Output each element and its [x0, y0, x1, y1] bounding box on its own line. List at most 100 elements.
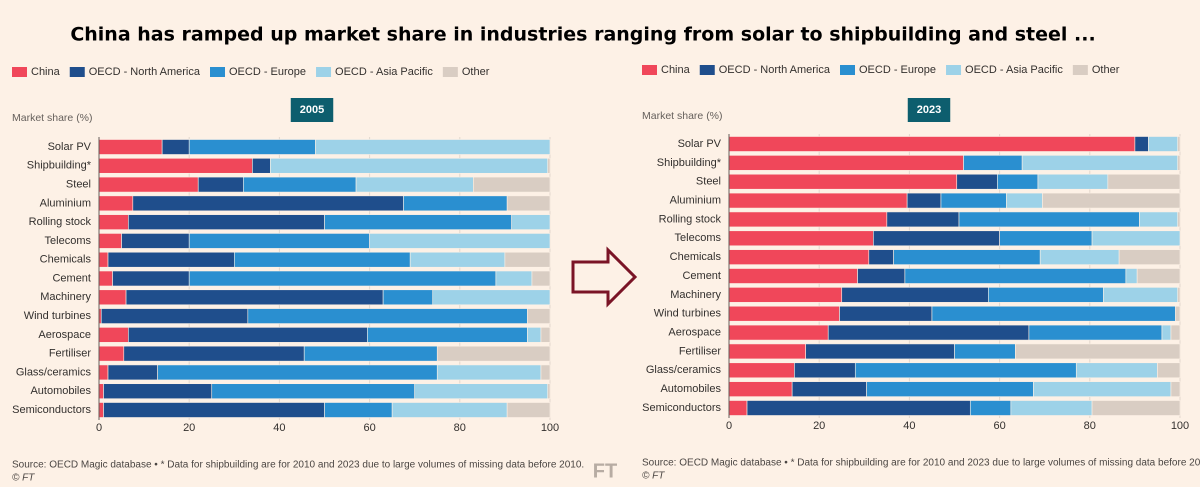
category-label: Wind turbines — [24, 310, 92, 322]
bar-segment — [1170, 381, 1181, 397]
category-label: Steel — [66, 178, 91, 190]
category-label: Aerospace — [38, 329, 91, 341]
bar-segment — [728, 155, 964, 171]
category-label: Semiconductors — [12, 404, 91, 416]
bar-segment — [112, 270, 190, 287]
bar-segment — [958, 211, 1140, 228]
bar-segment — [98, 289, 127, 306]
bar-segment — [157, 364, 438, 381]
category-label: Glass/ceramics — [646, 364, 722, 376]
bar-segment — [839, 305, 933, 322]
bar-segment — [531, 270, 551, 287]
bar-segment — [128, 214, 325, 230]
bar-segment — [161, 139, 190, 155]
bar-segment — [98, 383, 104, 400]
category-label: Telecoms — [675, 232, 722, 244]
bar-segment — [506, 195, 551, 212]
legend-label: Other — [1092, 64, 1120, 76]
bar-segment — [382, 289, 434, 306]
bar-segment — [403, 195, 508, 212]
legend-label: OECD - Asia Pacific — [965, 64, 1063, 76]
bar-segment — [128, 327, 368, 343]
bar-segment — [1177, 155, 1181, 171]
x-tick-label: 40 — [903, 420, 915, 432]
category-label: Rolling stock — [659, 213, 722, 225]
bar-segment — [1177, 287, 1181, 303]
category-label: Fertiliser — [679, 345, 722, 357]
bar-segment — [1157, 362, 1181, 379]
bar-segment — [98, 139, 163, 155]
bar-segment — [243, 176, 357, 193]
bar-segment — [728, 268, 858, 284]
bar-segment — [805, 343, 955, 360]
bar-segment — [1125, 268, 1138, 284]
bar-segment — [988, 287, 1104, 303]
category-label: Automobiles — [30, 385, 91, 397]
bar-segment — [188, 139, 316, 155]
bar-segment — [432, 289, 551, 306]
x-tick-label: 60 — [993, 420, 1005, 432]
bar-segment — [997, 173, 1039, 190]
x-tick-label: 80 — [454, 422, 466, 434]
bar-segment — [234, 251, 411, 268]
bar-segment — [841, 287, 989, 303]
bar-segment — [107, 364, 158, 381]
category-label: Machinery — [670, 289, 721, 301]
year-label: 2023 — [917, 104, 941, 116]
bar-segment — [132, 195, 404, 212]
category-label: Machinery — [40, 291, 91, 303]
bar-segment — [728, 230, 874, 247]
bar-segment — [125, 289, 384, 306]
bar-segment — [98, 195, 134, 212]
category-label: Glass/ceramics — [16, 366, 92, 378]
bar-segment — [728, 400, 748, 416]
category-label: Wind turbines — [654, 308, 722, 320]
category-label: Aluminium — [40, 197, 91, 209]
bar-segment — [1170, 324, 1181, 341]
category-label: Shipbuilding* — [657, 157, 722, 169]
bar-segment — [547, 383, 551, 400]
bar-segment — [527, 308, 551, 324]
bar-segment — [746, 400, 971, 416]
x-tick-label: 100 — [541, 422, 559, 434]
category-label: Chemicals — [40, 254, 92, 266]
bar-segment — [211, 383, 415, 400]
category-label: Cement — [682, 270, 721, 282]
category-label: Shipbuilding* — [27, 160, 92, 172]
bar-segment — [98, 233, 122, 249]
bar-segment — [547, 157, 551, 174]
legend-label: OECD - North America — [89, 66, 201, 78]
legend-swatch — [840, 65, 855, 75]
bar-segment — [886, 211, 960, 228]
legend-swatch — [699, 65, 715, 75]
bar-segment — [1028, 324, 1163, 341]
bar-segment — [954, 343, 1016, 360]
bar-segment — [506, 402, 551, 418]
bar-segment — [728, 192, 908, 209]
category-label: Automobiles — [660, 383, 721, 395]
bar-segment — [315, 139, 551, 155]
bar-segment — [1042, 192, 1181, 209]
legend-swatch — [316, 67, 332, 77]
category-label: Cement — [52, 272, 91, 284]
bar-segment — [107, 251, 235, 268]
bar-segment — [98, 345, 125, 362]
bar-segment — [728, 249, 870, 265]
bar-segment — [1039, 249, 1120, 265]
bar-segment — [728, 362, 795, 379]
bar-segment — [436, 345, 551, 362]
bar-segment — [98, 327, 129, 343]
legend-label: China — [31, 66, 61, 78]
x-tick-label: 20 — [183, 422, 195, 434]
x-tick-label: 80 — [1084, 420, 1096, 432]
legend-label: China — [661, 64, 691, 76]
bar-segment — [188, 233, 370, 249]
bar-segment — [999, 230, 1093, 247]
bar-segment — [1075, 362, 1158, 379]
legend-swatch — [210, 67, 225, 77]
bar-segment — [1139, 211, 1179, 228]
bar-segment — [511, 214, 551, 230]
legend-swatch — [642, 65, 657, 75]
category-label: Solar PV — [48, 141, 92, 153]
